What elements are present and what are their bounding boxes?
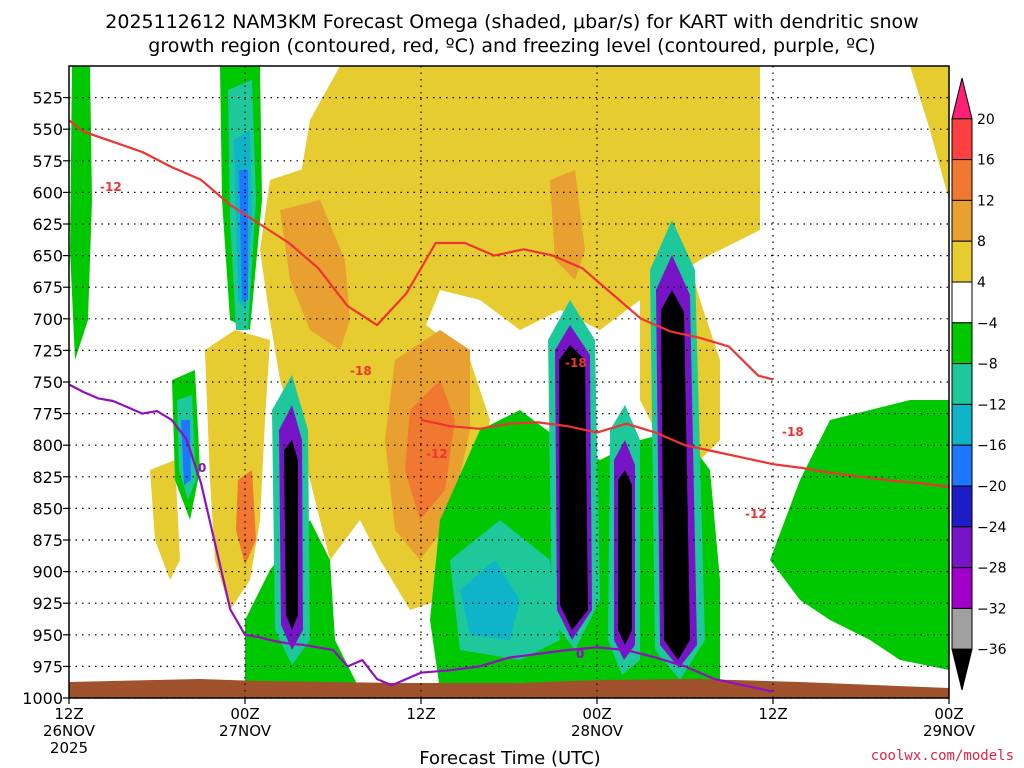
colorbar-cell-10 xyxy=(951,485,973,528)
contour-freezing_level xyxy=(69,383,774,693)
y-tick-label-14: 875 xyxy=(32,531,63,550)
omega-shade-green-d xyxy=(70,66,92,360)
y-tick-label-15: 900 xyxy=(32,563,63,582)
x-tick-year-0: 2025 xyxy=(50,739,88,757)
colorbar-label-1: 16 xyxy=(977,153,995,169)
y-tick-label-17: 950 xyxy=(32,626,63,645)
omega-core-1-black xyxy=(284,440,298,630)
x-axis-label: Forecast Time (UTC) xyxy=(419,748,600,768)
colorbar-label-8: −16 xyxy=(977,438,1007,454)
x-tick-time-3: 00Z xyxy=(582,705,611,723)
contour-label-purple-1: 0 xyxy=(198,461,206,475)
colorbar-cell-6 xyxy=(951,322,973,365)
contour-label-purple-2: 0 xyxy=(576,647,584,661)
contour-label-red-5: -18 xyxy=(782,425,804,439)
y-tick-label-1: 550 xyxy=(32,120,63,139)
y-tick-label-18: 975 xyxy=(32,657,63,676)
colorbar-cell-0 xyxy=(951,77,973,120)
omega-shade-orange-c xyxy=(550,170,585,280)
contour-label-red-1: -12 xyxy=(100,180,122,194)
chart-title-line2: growth region (contoured, red, ºC) and f… xyxy=(148,35,875,57)
contour-labels: -12 -18 -12 -18 -18 -12 0 0 xyxy=(100,180,804,661)
x-tick-date-5: 29NOV xyxy=(923,722,976,740)
omega-shade-cyan-a xyxy=(460,560,520,640)
colorbar-label-9: −20 xyxy=(977,479,1007,495)
x-tick-time-4: 12Z xyxy=(758,705,787,723)
colorbar-cell-4 xyxy=(951,240,973,283)
y-tick-label-3: 600 xyxy=(32,183,63,202)
colorbar-cell-9 xyxy=(951,444,973,487)
omega-shade-yellow-e xyxy=(910,66,949,200)
y-tick-label-7: 700 xyxy=(32,310,63,329)
colorbar-label-2: 12 xyxy=(977,193,995,209)
colorbar-label-10: −24 xyxy=(977,520,1007,536)
colorbar-label-6: −8 xyxy=(977,357,998,373)
contour-lines xyxy=(69,119,949,693)
y-tick-label-19: 1000 xyxy=(22,689,63,708)
y-tick-label-9: 750 xyxy=(32,373,63,392)
omega-shading xyxy=(69,66,949,698)
colorbar-label-13: −36 xyxy=(977,642,1007,658)
omega-shade-orange-a xyxy=(280,200,350,350)
omega-shade-green-b xyxy=(770,400,949,670)
credit-text: coolwx.com/models xyxy=(871,748,1014,764)
omega-shade-yellow-g xyxy=(150,460,180,580)
omega-shade-orange-d xyxy=(405,380,455,520)
colorbar-label-0: 20 xyxy=(977,112,995,128)
colorbar-cell-14 xyxy=(951,648,973,691)
y-tick-label-12: 825 xyxy=(32,468,63,487)
y-axis: 525 550 575 600 625 650 675 700 725 750 775 800 825 8… xyxy=(22,89,69,708)
omega-core-2-black xyxy=(559,345,588,630)
y-tick-label-2: 575 xyxy=(32,152,63,171)
x-tick-time-5: 00Z xyxy=(934,705,963,723)
omega-core-3-black xyxy=(618,470,632,645)
contour-dgz_-18C_lower xyxy=(420,418,949,488)
colorbar-cell-8 xyxy=(951,403,973,446)
contour-label-red-4: -18 xyxy=(565,356,587,370)
x-tick-date-0: 26NOV xyxy=(43,722,96,740)
y-tick-label-0: 525 xyxy=(32,89,63,108)
y-tick-label-10: 775 xyxy=(32,405,63,424)
colorbar-label-12: −32 xyxy=(977,601,1007,617)
colorbar-label-11: −28 xyxy=(977,561,1007,577)
colorbar-cell-1 xyxy=(951,118,973,161)
terrain xyxy=(69,679,949,698)
colorbar-cell-3 xyxy=(951,199,973,242)
contour-label-red-6: -12 xyxy=(745,507,767,521)
x-tick-time-0: 12Z xyxy=(54,705,83,723)
contour-dgz_-12C_upper xyxy=(69,119,774,381)
y-tick-label-6: 675 xyxy=(32,278,63,297)
y-tick-label-13: 850 xyxy=(32,499,63,518)
colorbar-cell-11 xyxy=(951,526,973,569)
x-tick-time-1: 00Z xyxy=(230,705,259,723)
x-tick-date-3: 28NOV xyxy=(571,722,624,740)
colorbar: 20 16 12 8 4 −4 −8 −12 −16 −20 −24 −28 −32 −36 xyxy=(951,77,1007,691)
colorbar-label-4: 4 xyxy=(977,275,986,291)
chart-title-line1: 2025112612 NAM3KM Forecast Omega (shaded… xyxy=(105,11,918,33)
y-tick-label-8: 725 xyxy=(32,341,63,360)
omega-shade-yellow-f xyxy=(660,66,720,140)
x-tick-time-2: 12Z xyxy=(406,705,435,723)
contour-label-red-3: -12 xyxy=(426,447,448,461)
colorbar-label-5: −4 xyxy=(977,316,998,332)
colorbar-label-7: −12 xyxy=(977,397,1007,413)
colorbar-label-3: 8 xyxy=(977,234,986,250)
contour-label-red-2: -18 xyxy=(350,364,372,378)
colorbar-cell-7 xyxy=(951,363,973,405)
colorbar-cell-2 xyxy=(951,159,973,201)
y-tick-label-11: 800 xyxy=(32,436,63,455)
omega-shade-orange-e xyxy=(236,470,256,565)
colorbar-cell-12 xyxy=(951,567,973,609)
omega-shade-blue-b xyxy=(239,170,248,300)
colorbar-cell-5 xyxy=(951,281,973,324)
colorbar-cell-13 xyxy=(951,607,973,650)
x-tick-date-1: 27NOV xyxy=(219,722,272,740)
y-tick-label-4: 625 xyxy=(32,215,63,234)
grid-lines xyxy=(69,66,949,699)
y-tick-label-16: 925 xyxy=(32,594,63,613)
y-tick-label-5: 650 xyxy=(32,247,63,266)
